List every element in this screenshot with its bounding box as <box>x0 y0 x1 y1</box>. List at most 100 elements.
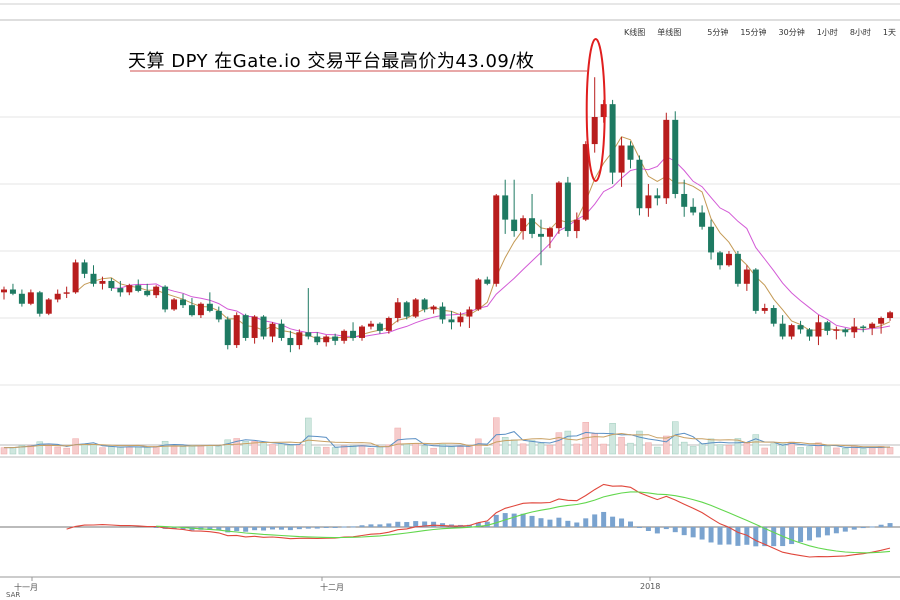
tab-1hour[interactable]: 1小时 <box>816 28 838 37</box>
macd-histogram-bar <box>377 524 383 527</box>
macd-histogram-bar <box>672 527 678 533</box>
candle-body <box>502 195 509 220</box>
volume-bar <box>233 438 240 455</box>
candle-body <box>761 308 768 311</box>
candle-body <box>564 182 571 232</box>
candle-body <box>815 322 822 337</box>
volume-bar <box>672 421 679 455</box>
candle-body <box>493 195 500 284</box>
candle-body <box>734 253 741 284</box>
candle-body <box>529 218 536 234</box>
volume-bar <box>296 444 303 455</box>
candle-body <box>206 303 213 311</box>
tab-line[interactable]: 单线图 <box>657 28 682 37</box>
macd-histogram-bar <box>654 527 660 534</box>
candle-body <box>350 330 357 338</box>
volume-bar <box>779 443 786 455</box>
candle-body <box>412 299 419 317</box>
tab-kline[interactable]: K线图 <box>624 28 646 37</box>
candle-body <box>475 279 482 310</box>
macd-histogram-bar <box>592 514 598 527</box>
candle-body <box>224 319 231 346</box>
candle <box>555 181 562 234</box>
volume-bar <box>886 447 894 455</box>
candle-body <box>376 323 383 331</box>
candle-body <box>188 305 195 316</box>
volume-bar <box>135 446 142 455</box>
volume-bar <box>645 442 652 455</box>
candle <box>564 176 571 237</box>
candle <box>269 322 276 343</box>
candle-body <box>484 279 491 284</box>
volume-ma-long-line <box>4 432 891 449</box>
candle-body <box>797 325 804 330</box>
macd-histogram-bar <box>305 527 311 529</box>
candle <box>251 315 258 344</box>
candle-body <box>457 316 464 323</box>
candle <box>171 298 178 311</box>
macd-histogram-bar <box>422 521 428 527</box>
candle <box>1 286 7 300</box>
volume-bar <box>170 445 178 455</box>
candle-body <box>421 299 428 310</box>
macd-histogram-bar <box>717 527 723 545</box>
volume-bar <box>842 447 849 455</box>
tab-30min[interactable]: 30分钟 <box>778 28 805 37</box>
tab-5min[interactable]: 5分钟 <box>707 28 729 37</box>
candle <box>45 298 52 316</box>
candle <box>215 306 222 323</box>
macd-histogram-bar <box>860 527 866 529</box>
macd-histogram-bar <box>538 518 544 527</box>
volume-bar <box>72 438 79 455</box>
candle <box>81 259 88 279</box>
candle-body <box>708 226 715 253</box>
tab-1day[interactable]: 1天 <box>882 28 896 37</box>
high-price-highlight <box>130 38 606 182</box>
volume-bar <box>493 417 500 455</box>
candle-body <box>180 299 186 306</box>
candle <box>869 322 876 336</box>
volume-bar <box>519 443 527 455</box>
candle <box>27 289 34 306</box>
macd-histogram-bar <box>610 516 616 527</box>
macd-histogram-bar <box>815 527 821 538</box>
candle <box>788 323 795 340</box>
macd-histogram-bar <box>296 527 302 530</box>
candle <box>708 219 715 260</box>
candle-body <box>663 119 670 199</box>
macd-histogram-bar <box>851 527 857 530</box>
candle <box>314 332 321 346</box>
candle <box>72 259 79 294</box>
candle <box>699 205 706 230</box>
volume-bar <box>564 430 572 455</box>
candle-body <box>690 206 697 213</box>
candle <box>99 276 106 290</box>
volume-bar <box>269 444 276 455</box>
candle-body <box>117 288 124 293</box>
candle-body <box>394 302 401 318</box>
candle <box>761 303 768 314</box>
macd-histogram-bar <box>842 527 848 532</box>
candle-body <box>1 289 7 293</box>
macd-histogram-bar <box>708 527 714 543</box>
candle <box>296 329 303 350</box>
volume-bar <box>108 446 115 455</box>
tab-8hour[interactable]: 8小时 <box>849 28 871 37</box>
volume-bar <box>367 447 375 455</box>
tab-15min[interactable]: 15分钟 <box>740 28 767 37</box>
macd-histogram-bar <box>619 518 625 527</box>
macd-histogram-bar <box>753 527 759 547</box>
volume-bar <box>117 446 124 455</box>
candle-body <box>385 318 392 331</box>
volume-bar <box>421 445 428 455</box>
volume-bar <box>743 443 751 455</box>
candle-body <box>806 329 813 337</box>
candle <box>36 290 43 317</box>
candle <box>502 179 509 234</box>
volume-bar <box>734 438 742 455</box>
candle <box>725 251 732 267</box>
volume-bar <box>448 446 455 455</box>
candle <box>359 325 365 341</box>
volume-bar <box>206 445 214 455</box>
